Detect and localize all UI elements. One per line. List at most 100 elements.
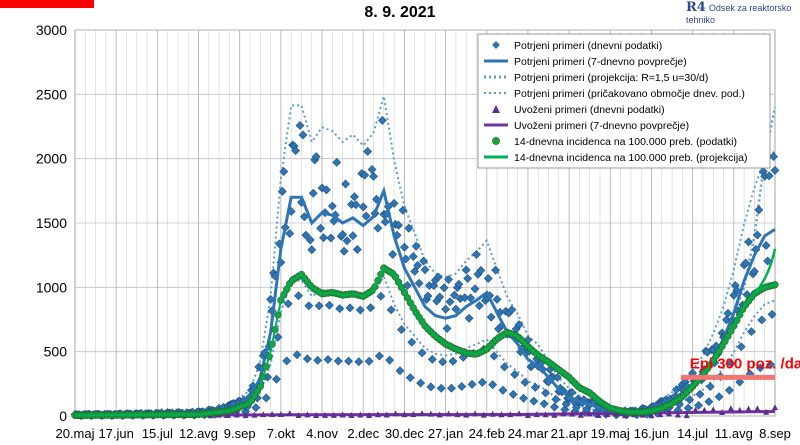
daily-confirmed-point [413,260,423,270]
legend-marker-diamond [492,41,500,49]
imported-daily-point [542,411,549,418]
daily-confirmed-point [373,223,383,233]
daily-confirmed-point [294,291,303,301]
daily-confirmed-point [342,236,352,246]
daily-confirmed-point [572,402,581,412]
daily-confirmed-point [419,256,428,266]
imported-daily-point [322,411,328,418]
daily-confirmed-point [761,241,771,250]
daily-confirmed-point [366,303,376,313]
daily-confirmed-point [483,274,493,283]
daily-confirmed-point [520,378,530,387]
daily-confirmed-point [332,157,342,167]
daily-confirmed-point [316,223,326,233]
imported-daily-point [648,412,655,419]
legend: Potrjeni primeri (dnevni podatki) Potrjen… [477,33,771,169]
daily-confirmed-point [747,327,756,337]
imported-daily-point [498,411,505,418]
legend-entry-label: Potrjeni primeri (7-dnevno povprečje) [514,56,687,68]
daily-confirmed-point [429,281,439,291]
daily-confirmed-point [339,246,349,256]
daily-confirmed-point [472,250,481,259]
imported-daily-point [577,411,584,418]
imported-daily-point [674,411,681,418]
daily-confirmed-point [704,397,714,407]
imported-daily-point [224,411,231,418]
daily-confirmed-point [272,374,281,384]
daily-confirmed-point [351,200,361,210]
daily-confirmed-point [299,212,309,222]
x-tick-label: 8.sep [759,426,791,441]
daily-confirmed-point [414,278,424,288]
imported-daily-point [419,410,426,417]
daily-confirmed-point [292,350,302,360]
daily-confirmed-point [349,192,359,202]
daily-confirmed-point [448,356,458,366]
imported-daily-point [436,411,443,418]
imported-daily-point [277,411,284,418]
x-axis: 20.maj 17.jun 15.jul 12.avg 9.sep 7.okt 4.nov 2… [55,426,790,441]
imported-daily-point [339,411,346,418]
imported-daily-point [383,411,390,418]
imported-daily-point [719,409,726,416]
x-tick-label: 9.sep [224,426,256,441]
daily-confirmed-point [735,377,745,387]
daily-confirmed-point [367,165,377,174]
imported-daily-point [613,410,620,417]
expected-range-upper [74,96,776,416]
daily-confirmed-point [441,304,451,314]
daily-confirmed-point [358,202,368,212]
daily-confirmed-point [529,396,539,406]
daily-confirmed-point [352,245,362,254]
daily-confirmed-point [394,220,403,230]
daily-confirmed-point [405,373,415,383]
daily-confirmed-point [416,378,426,388]
imported-daily-point [551,411,558,418]
daily-confirmed-point [530,382,540,392]
imported-daily-point [560,410,567,417]
daily-confirmed-point [251,403,261,413]
daily-confirmed-point [438,357,448,367]
imported-daily-point [401,411,408,418]
x-tick-label: 20.maj [55,426,94,441]
daily-confirmed-point [335,304,345,314]
x-tick-label: 11.avg [715,426,753,441]
imported-daily-point [472,410,478,417]
imported-daily-point [260,411,267,418]
daily-confirmed-point [488,380,498,390]
imported-daily-point [754,405,761,412]
daily-confirmed-point [769,152,778,162]
imported-daily-point [524,411,531,418]
daily-confirmed-point [417,348,427,358]
daily-confirmed-point [464,313,474,323]
series-layer [70,96,780,421]
daily-confirmed-point [491,265,501,275]
daily-confirmed-point [279,167,289,177]
imported-daily-point [286,410,293,417]
x-tick-label: 24.mar [508,426,549,441]
daily-confirmed-point [449,290,459,300]
daily-confirmed-point [463,274,473,283]
daily-confirmed-point [341,179,351,189]
daily-confirmed-point [411,241,421,251]
daily-confirmed-point [461,265,471,275]
daily-confirmed-point [397,325,406,334]
logo-text: Odsek za reaktorsko tehniko [686,3,792,25]
imported-daily-point [657,411,664,418]
legend-entry-label: Uvoženi primeri (dnevni podatki) [514,104,665,116]
daily-confirmed-point [447,383,456,393]
daily-confirmed-point [423,291,433,301]
daily-confirmed-point [683,403,693,413]
institute-logo: R4 Odsek za reaktorsko tehniko [686,0,800,25]
imported-daily-point [330,411,337,418]
y-tick-label: 1500 [36,215,67,231]
daily-confirmed-point [369,171,378,181]
daily-confirmed-point [388,249,398,259]
daily-confirmed-point [322,185,331,195]
daily-confirmed-point [549,402,559,412]
epi-layer: Epi 300 poz. /dan [680,355,800,380]
daily-confirmed-point [266,294,276,304]
daily-confirmed-point [685,395,695,405]
imported-daily-point [586,410,593,417]
